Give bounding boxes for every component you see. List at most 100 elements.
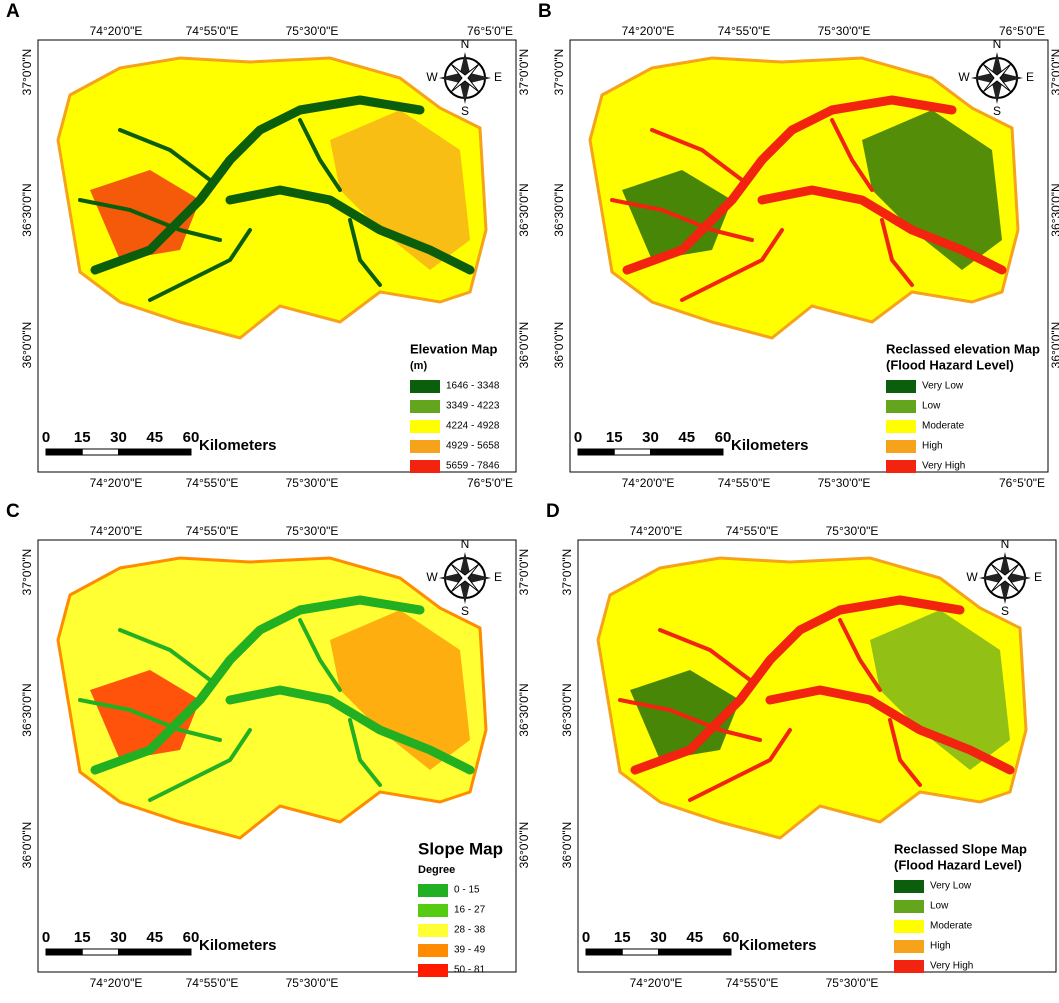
scale-segment (577, 448, 615, 456)
panel-letter: C (6, 501, 20, 522)
latitude-label: 37°0'0"N (552, 49, 566, 96)
scale-tick: 60 (723, 929, 740, 946)
compass-n: N (461, 37, 470, 51)
river (348, 718, 382, 787)
compass-w: W (426, 70, 438, 84)
scale-tick: 15 (74, 429, 91, 446)
legend-label: High (922, 441, 943, 452)
scale-segment (613, 448, 651, 456)
legend-swatch (410, 440, 440, 453)
legend-unit: (m) (410, 360, 427, 372)
legend-swatch (886, 420, 916, 433)
legend-title: (Flood Hazard Level) (894, 857, 1022, 872)
river (630, 595, 965, 775)
legend-label: 0 - 15 (454, 885, 480, 896)
compass-s: S (461, 104, 469, 118)
scale-tick: 45 (146, 429, 163, 446)
river (118, 628, 212, 682)
map-panel: A 74°20'0"E 74°55'0"E 75°30'0"E 76°5'0"E 74°2… (6, 1, 531, 490)
longitude-label: 74°20'0"E (630, 524, 683, 538)
map-patch (330, 610, 470, 770)
longitude-label: 74°20'0"E (90, 524, 143, 538)
scale-segment (621, 948, 659, 956)
scale-segment (658, 948, 696, 956)
compass-e: E (494, 70, 502, 84)
legend-label: 50 - 81 (454, 965, 486, 976)
scale-segment (118, 948, 156, 956)
legend-label: 4224 - 4928 (446, 421, 500, 432)
scale-tick: 0 (574, 429, 582, 446)
scale-tick: 0 (42, 429, 50, 446)
river (888, 718, 922, 787)
latitude-label: 36°0'0"N (517, 322, 531, 369)
scale-tick: 60 (715, 429, 732, 446)
legend-title: Reclassed Slope Map (894, 841, 1027, 856)
scale-segment (686, 448, 724, 456)
river (830, 118, 874, 192)
latitude-label: 36°0'0"N (20, 822, 34, 869)
longitude-label: 74°20'0"E (622, 24, 675, 38)
river (757, 185, 1007, 275)
scale-segment (45, 948, 83, 956)
compass-w: W (966, 570, 978, 584)
legend-label: 16 - 27 (454, 905, 486, 916)
legend-label: Very High (922, 461, 965, 472)
map-panel: D 74°20'0"E 74°55'0"E 75°30'0"E 74°20'0"E 74°… (546, 501, 1059, 990)
legend-swatch (894, 940, 924, 953)
longitude-label: 74°20'0"E (90, 476, 143, 490)
river (118, 128, 212, 182)
river (148, 228, 252, 302)
compass-n: N (461, 537, 470, 551)
latitude-label: 36°30'0"N (517, 683, 531, 736)
scale-segment (154, 948, 192, 956)
longitude-label: 74°20'0"E (90, 24, 143, 38)
scale-tick: 15 (606, 429, 623, 446)
river (880, 218, 914, 287)
compass-star (450, 63, 480, 93)
longitude-label: 74°55'0"E (718, 476, 771, 490)
legend-swatch (886, 460, 916, 473)
legend-unit: Degree (418, 864, 455, 876)
scale-unit: Kilometers (731, 437, 809, 454)
legend-swatch (418, 964, 448, 977)
longitude-label: 74°20'0"E (90, 976, 143, 990)
latitude-label: 36°30'0"N (1049, 183, 1059, 236)
scale-tick: 60 (183, 929, 200, 946)
legend-label: 4929 - 5658 (446, 441, 500, 452)
longitude-label: 75°30'0"E (286, 476, 339, 490)
legend-label: Moderate (922, 421, 965, 432)
legend-label: 39 - 49 (454, 945, 486, 956)
legend-swatch (886, 400, 916, 413)
legend-swatch (418, 924, 448, 937)
river (650, 128, 744, 182)
latitude-label: 36°30'0"N (20, 683, 34, 736)
scale-segment (585, 948, 623, 956)
longitude-label: 75°30'0"E (286, 976, 339, 990)
scale-segment (154, 448, 192, 456)
legend-title: (Flood Hazard Level) (886, 357, 1014, 372)
scale-tick: 60 (183, 429, 200, 446)
legend-label: Very Low (922, 381, 964, 392)
longitude-label: 74°20'0"E (622, 476, 675, 490)
scale-tick: 30 (642, 429, 659, 446)
latitude-label: 36°30'0"N (552, 183, 566, 236)
longitude-label: 76°5'0"E (467, 24, 513, 38)
scale-segment (81, 948, 119, 956)
compass-star (990, 563, 1020, 593)
river (680, 228, 784, 302)
latitude-label: 37°0'0"N (1049, 49, 1059, 96)
latitude-label: 36°0'0"N (560, 822, 574, 869)
scale-tick: 0 (42, 929, 50, 946)
legend-swatch (886, 440, 916, 453)
legend-swatch (410, 460, 440, 473)
latitude-label: 36°0'0"N (517, 822, 531, 869)
panel-letter: A (6, 1, 20, 22)
compass-s: S (993, 104, 1001, 118)
scale-segment (118, 448, 156, 456)
longitude-label: 75°30'0"E (818, 476, 871, 490)
longitude-label: 74°55'0"E (186, 524, 239, 538)
legend-label: 1646 - 3348 (446, 381, 500, 392)
longitude-label: 76°5'0"E (999, 476, 1045, 490)
panel-letter: B (538, 1, 552, 22)
